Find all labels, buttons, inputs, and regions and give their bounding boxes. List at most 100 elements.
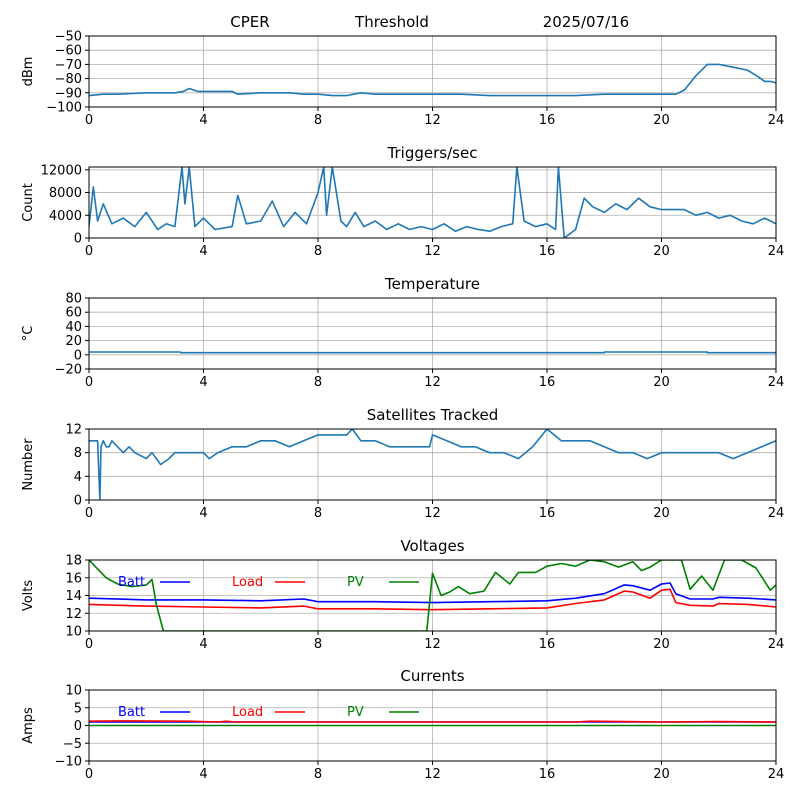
x-tick-label: 24 — [768, 637, 785, 652]
series-line-batt — [89, 582, 776, 604]
x-tick-label: 16 — [539, 244, 556, 259]
chart-title: Triggers/sec — [387, 144, 478, 162]
chart-title: Satellites Tracked — [367, 406, 498, 424]
y-tick-label: 5 — [74, 701, 82, 716]
x-tick-label: 24 — [768, 244, 785, 259]
x-tick-label: 4 — [199, 637, 207, 652]
y-tick-label: 10 — [65, 625, 82, 640]
series-line — [89, 167, 776, 238]
y-axis-label: Count — [21, 183, 36, 222]
chart-title: Temperature — [384, 275, 480, 293]
y-tick-label: −90 — [55, 86, 82, 101]
x-tick-label: 4 — [199, 113, 207, 128]
x-tick-label: 24 — [768, 375, 785, 390]
x-tick-label: 20 — [653, 113, 670, 128]
x-tick-label: 4 — [199, 375, 207, 390]
y-tick-label: 10 — [65, 684, 82, 699]
x-tick-label: 24 — [768, 767, 785, 782]
y-tick-label: 80 — [65, 292, 82, 307]
chart-panel-5: Batt Load PV0 4 8 12 16 20 24−10−50510CurrentsAm… — [21, 667, 784, 782]
x-tick-label: 12 — [424, 637, 441, 652]
y-tick-label: −70 — [55, 58, 82, 73]
y-axis-label: °C — [21, 326, 36, 342]
y-tick-label: 16 — [65, 571, 82, 586]
y-tick-label: 18 — [65, 554, 82, 569]
x-tick-label: 16 — [539, 506, 556, 521]
header-mode: Threshold — [354, 13, 429, 31]
y-tick-label: −100 — [46, 101, 82, 116]
y-axis-label: Number — [21, 438, 36, 491]
chart-title: Currents — [400, 667, 464, 685]
x-tick-label: 16 — [539, 767, 556, 782]
x-tick-label: 12 — [424, 506, 441, 521]
y-tick-label: 4 — [74, 470, 82, 485]
x-tick-label: 0 — [85, 637, 93, 652]
legend-label-load: Load — [232, 705, 263, 720]
chart-panel-1: 0 4 8 12 16 20 24 0 4000 8000 12000 Triggers/sec Cou… — [21, 144, 784, 259]
plot-area — [89, 351, 776, 354]
x-tick-label: 20 — [653, 767, 670, 782]
x-tick-label: 4 — [199, 244, 207, 259]
plot-area — [89, 63, 776, 97]
series-line-load — [89, 720, 776, 723]
legend-label-batt: Batt — [118, 705, 145, 720]
legend-label-batt: Batt — [118, 575, 145, 590]
x-tick-label: 24 — [768, 113, 785, 128]
x-tick-label: 8 — [314, 244, 322, 259]
x-tick-label: 8 — [314, 113, 322, 128]
y-tick-label: 60 — [65, 306, 82, 321]
x-tick-label: 0 — [85, 113, 93, 128]
y-tick-label: 4000 — [49, 209, 82, 224]
x-tick-label: 12 — [424, 113, 441, 128]
x-tick-label: 24 — [768, 506, 785, 521]
x-tick-label: 20 — [653, 506, 670, 521]
x-tick-label: 0 — [85, 375, 93, 390]
x-tick-label: 16 — [539, 375, 556, 390]
y-axis-label: Amps — [21, 707, 36, 744]
legend-label-load: Load — [232, 575, 263, 590]
x-tick-label: 20 — [653, 637, 670, 652]
y-tick-label: 12 — [65, 423, 82, 438]
y-tick-label: 20 — [65, 334, 82, 349]
x-tick-label: 16 — [539, 113, 556, 128]
y-tick-label: −5 — [63, 737, 82, 752]
x-tick-label: 0 — [85, 506, 93, 521]
header-station: CPER — [230, 13, 269, 31]
y-tick-label: 8000 — [49, 186, 82, 201]
chart-panel-4: Batt Load PV 0 4 8 12 16 20 24 10 12 14 16 18 Voltages V… — [21, 537, 784, 652]
y-tick-label: 0 — [74, 719, 82, 734]
x-tick-label: 20 — [653, 244, 670, 259]
y-tick-label: 0 — [74, 494, 82, 509]
y-tick-label: 0 — [74, 232, 82, 247]
y-tick-label: 0 — [74, 348, 82, 363]
x-tick-label: 16 — [539, 637, 556, 652]
x-tick-label: 12 — [424, 244, 441, 259]
y-tick-label: −20 — [55, 363, 82, 378]
x-tick-label: 4 — [199, 767, 207, 782]
chart-title: Voltages — [400, 537, 464, 555]
x-tick-label: 0 — [85, 244, 93, 259]
y-tick-label: 12000 — [41, 163, 82, 178]
x-tick-label: 4 — [199, 506, 207, 521]
plot-area — [89, 560, 776, 631]
chart-panel-3: 0 4 8 12 16 20 24 0 4 8 12 Satellites Tracked Number — [21, 406, 784, 521]
plot-area — [89, 167, 776, 238]
y-axis-label: Volts — [21, 580, 36, 612]
x-tick-label: 8 — [314, 637, 322, 652]
y-tick-label: 14 — [65, 589, 82, 604]
header-date: 2025/07/16 — [543, 13, 629, 31]
x-tick-label: 8 — [314, 506, 322, 521]
x-tick-label: 0 — [85, 767, 93, 782]
x-tick-label: 12 — [424, 767, 441, 782]
y-tick-label: −60 — [55, 44, 82, 59]
x-tick-label: 20 — [653, 375, 670, 390]
y-tick-label: 8 — [74, 446, 82, 461]
chart-panel-0: 0 4 8 12 16 20 24 −100−90−80−70−60−50 dBm — [21, 30, 784, 129]
y-tick-label: −10 — [55, 755, 82, 770]
x-tick-label: 8 — [314, 767, 322, 782]
x-tick-label: 12 — [424, 375, 441, 390]
plot-area — [89, 720, 776, 727]
series-line-load — [89, 588, 776, 611]
series-line — [89, 429, 776, 500]
